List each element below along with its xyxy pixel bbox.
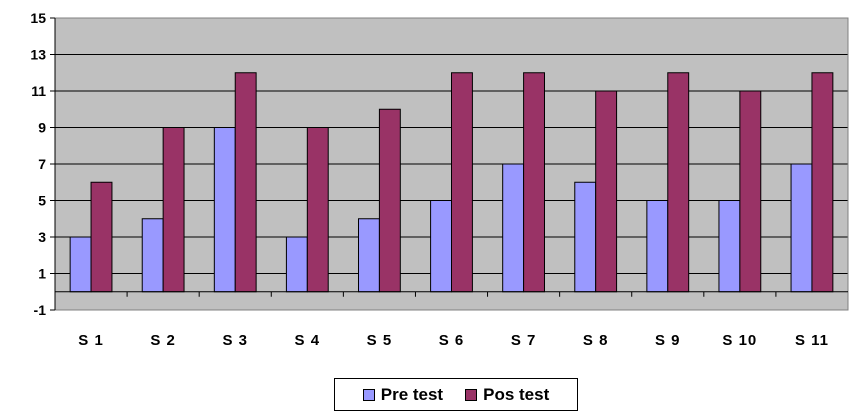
x-category-label: S 5 xyxy=(367,332,393,349)
bar-pos-test xyxy=(811,72,834,293)
x-category-label: S 6 xyxy=(439,332,465,349)
y-tick-label: -1 xyxy=(34,302,47,318)
y-tick-label: 5 xyxy=(38,193,46,209)
bar-pos-test xyxy=(523,72,545,293)
y-tick-label: 9 xyxy=(38,120,46,136)
bar-pos-test xyxy=(378,108,401,293)
bar-pos-test xyxy=(162,127,185,293)
bar-pos-test xyxy=(90,181,113,293)
bar-pre-test xyxy=(502,163,525,293)
bar-pre-test xyxy=(718,200,741,293)
x-category-label: S 4 xyxy=(295,332,321,349)
bar-pre-test xyxy=(790,163,813,293)
y-tick-label: 15 xyxy=(30,10,46,26)
legend-item-pre-test: Pre test xyxy=(362,384,444,405)
x-category-label: S 9 xyxy=(655,332,681,349)
legend: Pre test Pos test xyxy=(334,378,578,411)
x-axis-labels: S 1 S 2 S 3 S 4 S 5 S 6 S 7 S 8 S 9 S 10 S 11 xyxy=(78,291,829,349)
bar-pre-test xyxy=(213,127,236,293)
x-category-label: S 3 xyxy=(222,332,248,349)
legend-label-pos-test: Pos test xyxy=(483,384,550,404)
bar-pre-test xyxy=(358,218,380,293)
x-category-label: S 10 xyxy=(722,332,757,349)
y-tick-label: 1 xyxy=(38,266,46,282)
bar-pos-test xyxy=(595,90,618,293)
x-category-label: S 11 xyxy=(795,332,829,349)
bar-pos-test xyxy=(234,72,257,293)
legend-item-pos-test: Pos test xyxy=(465,385,549,405)
bar-pre-test xyxy=(430,200,452,293)
bar-pos-test xyxy=(451,72,473,293)
bar-pre-test xyxy=(646,200,669,293)
legend-swatch-pos-test xyxy=(465,388,478,401)
legend-swatch-pre-test xyxy=(362,388,375,401)
bar-pre-test xyxy=(69,236,92,293)
bar-pos-test xyxy=(306,127,329,293)
bar-pre-test xyxy=(141,218,164,293)
x-category-label: S 8 xyxy=(583,332,609,349)
y-tick-label: 7 xyxy=(38,156,46,172)
x-category-label: S 7 xyxy=(511,332,537,349)
bar-pos-test xyxy=(739,90,762,293)
y-axis-ticks: 15 13 11 9 7 5 3 1 -1 xyxy=(30,10,55,318)
y-tick-label: 3 xyxy=(38,229,46,245)
bar-pre-test xyxy=(285,236,308,293)
y-tick-label: 13 xyxy=(30,47,46,63)
bar-pre-test xyxy=(574,181,597,293)
legend-label-pre-test: Pre test xyxy=(380,384,444,404)
x-category-label: S 1 xyxy=(78,332,104,349)
y-tick-label: 11 xyxy=(31,83,46,99)
bar-pos-test xyxy=(667,72,690,293)
x-category-label: S 2 xyxy=(150,332,176,349)
